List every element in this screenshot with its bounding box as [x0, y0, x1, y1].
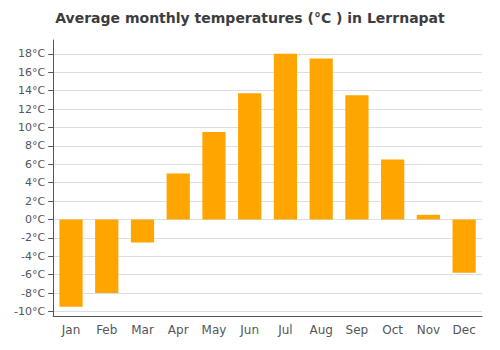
svg-text:0°C: 0°C [25, 213, 45, 226]
svg-text:Nov: Nov [417, 323, 440, 337]
svg-text:10°C: 10°C [18, 121, 45, 134]
svg-text:12°C: 12°C [18, 103, 45, 116]
svg-text:2°C: 2°C [25, 195, 45, 208]
svg-text:Oct: Oct [382, 323, 403, 337]
svg-text:-4°C: -4°C [21, 250, 45, 263]
svg-text:Apr: Apr [168, 323, 189, 337]
svg-text:Average monthly temperatures (: Average monthly temperatures (°C ) in Le… [55, 10, 445, 26]
svg-text:-6°C: -6°C [21, 268, 45, 281]
svg-text:6°C: 6°C [25, 158, 45, 171]
svg-text:-8°C: -8°C [21, 287, 45, 300]
svg-text:May: May [202, 323, 227, 337]
svg-text:Jun: Jun [239, 323, 259, 337]
svg-text:Feb: Feb [96, 323, 117, 337]
svg-text:16°C: 16°C [18, 66, 45, 79]
svg-text:-2°C: -2°C [21, 231, 45, 244]
svg-text:8°C: 8°C [25, 139, 45, 152]
svg-text:Jan: Jan [61, 323, 81, 337]
svg-text:Sep: Sep [346, 323, 369, 337]
svg-text:Aug: Aug [309, 323, 332, 337]
svg-text:Dec: Dec [453, 323, 476, 337]
svg-text:4°C: 4°C [25, 176, 45, 189]
svg-text:14°C: 14°C [18, 84, 45, 97]
svg-text:-10°C: -10°C [14, 305, 45, 318]
svg-text:Mar: Mar [131, 323, 154, 337]
svg-text:Jul: Jul [277, 323, 292, 337]
svg-text:18°C: 18°C [18, 47, 45, 60]
